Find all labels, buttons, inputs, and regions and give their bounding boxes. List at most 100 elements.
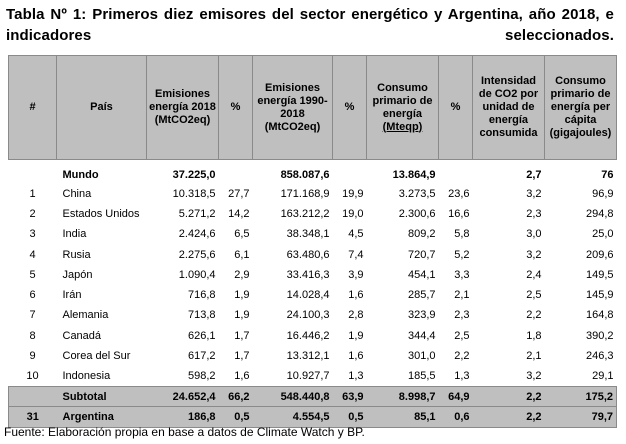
cell-emissions-1990-2018-pct: 2,8 [348,309,364,322]
cell-emissions-2018-pct: 14,2 [228,207,250,220]
title-line-2-left: indicadores [6,27,92,44]
cell-co2-intensity: 2,7 [526,168,542,181]
cell-emissions-1990-2018: 171.168,9 [280,187,330,200]
cell-co2-intensity: 2,3 [526,207,542,220]
cell-primary-consumption: 185,5 [407,370,436,383]
cell-emissions-1990-2018-pct: 1,9 [348,329,364,342]
cell-primary-consumption-pct: 64,9 [438,385,473,408]
cell-emissions-1990-2018: 33.416,3 [286,268,330,281]
cell-emissions-2018-pct: 1,9 [234,289,250,302]
cell-emissions-1990-2018: 163.212,2 [280,207,330,220]
cell-co2-intensity: 2,4 [526,268,542,281]
cell-primary-consumption: 809,2 [407,228,436,241]
cell-emissions-2018: 2.275,6 [178,248,216,261]
cell-primary-consumption: 323,9 [407,309,436,322]
cell-rank: 5 [29,268,36,281]
cell-per-capita-consumption: 25,0 [592,228,614,241]
cell-primary-consumption: 3.273,5 [398,187,436,200]
cell-country: China [62,187,92,200]
cell-emissions-2018: 713,8 [187,309,216,322]
cell-emissions-1990-2018-pct: 1,3 [348,370,364,383]
cell-country: Canadá [62,329,102,342]
cell-emissions-2018-pct: 27,7 [228,187,250,200]
cell-emissions-2018-pct: 0,5 [218,406,253,428]
header-rank: # [8,55,57,160]
cell-per-capita-consumption: 79,7 [544,406,617,428]
cell-primary-consumption-pct: 16,6 [448,207,470,220]
header-country: País [56,55,147,160]
cell-primary-consumption: 8.998,7 [366,385,439,408]
cell-per-capita-consumption: 246,3 [585,350,614,363]
world-row: Mundo 37.225,0 858.087,6 13.864,9 2,7 76 [9,160,617,184]
table-row: 7 Alemania 713,8 1,9 24.100,3 2,8 323,9 2,3 2,2 1… [9,305,617,325]
cell-country: Alemania [62,309,109,322]
cell-co2-intensity: 3,0 [526,228,542,241]
cell-rank: 2 [29,207,36,220]
cell-emissions-1990-2018-pct: 3,9 [348,268,364,281]
cell-co2-intensity: 1,8 [526,329,542,342]
cell-emissions-2018: 2.424,6 [178,228,216,241]
header-emissions-1990-2018-pct: % [332,55,367,160]
header-primary-consumption-pct: % [438,55,473,160]
cell-primary-consumption-pct: 2,5 [454,329,470,342]
table-row: 10 Indonesia 598,2 1,6 10.927,7 1,3 185,5 1,3 3,… [9,366,617,386]
cell-per-capita-consumption: 390,2 [585,329,614,342]
cell-primary-consumption-pct: 3,3 [454,268,470,281]
cell-emissions-2018-pct: 1,7 [234,329,250,342]
subtotal-row: Subtotal 24.652,4 66,2 548.440,8 63,9 8.998,7… [8,385,617,408]
cell-primary-consumption: 285,7 [407,289,436,302]
cell-emissions-1990-2018: 16.446,2 [286,329,330,342]
cell-emissions-1990-2018: 858.087,6 [280,168,330,181]
cell-primary-consumption: 344,4 [407,329,436,342]
cell-emissions-1990-2018-pct: 63,9 [332,385,367,408]
cell-primary-consumption-pct [439,160,473,184]
cell-emissions-2018: 10.318,5 [172,187,216,200]
title-line-2: indicadores seleccionados. [6,25,614,46]
cell-per-capita-consumption: 164,8 [585,309,614,322]
cell-country: India [62,228,87,241]
cell-rank [8,385,57,408]
cell-per-capita-consumption: 209,6 [585,248,614,261]
cell-country: Rusia [62,248,91,261]
cell-emissions-2018: 1.090,4 [178,268,216,281]
cell-emissions-1990-2018-pct: 19,0 [342,207,364,220]
cell-primary-consumption-pct: 0,6 [438,406,473,428]
header-emissions-2018: Emisiones energía 2018 (MtCO2eq) [146,55,219,160]
header-emissions-1990-2018: Emisiones energía 1990-2018 (MtCO2eq) [252,55,333,160]
cell-primary-consumption: 85,1 [366,406,439,428]
cell-emissions-2018: 626,1 [187,329,216,342]
cell-per-capita-consumption: 96,9 [592,187,614,200]
table-row: 2 Estados Unidos 5.271,2 14,2 163.212,2 19,0 2… [9,204,617,224]
cell-country: Mundo [62,168,99,181]
cell-rank: 4 [29,248,36,261]
cell-co2-intensity: 3,2 [526,187,542,200]
cell-emissions-1990-2018: 24.100,3 [286,309,330,322]
cell-rank [9,160,57,184]
table-row: 9 Corea del Sur 617,2 1,7 13.312,1 1,6 301,0 2,… [9,346,617,366]
cell-primary-consumption: 13.864,9 [392,168,436,181]
cell-co2-intensity: 2,5 [526,289,542,302]
cell-primary-consumption-pct: 2,1 [454,289,470,302]
cell-rank: 31 [8,406,57,428]
cell-emissions-1990-2018: 4.554,5 [252,406,333,428]
header-emissions-2018-pct: % [218,55,253,160]
cell-country: Corea del Sur [62,350,131,363]
cell-emissions-2018-pct [219,160,253,184]
cell-emissions-2018: 716,8 [187,289,216,302]
cell-co2-intensity: 2,2 [472,385,545,408]
cell-emissions-1990-2018: 548.440,8 [252,385,333,408]
header-per-capita-consumption: Consumo primario de energía per cápita (… [544,55,617,160]
cell-rank: 8 [29,329,36,342]
cell-per-capita-consumption: 175,2 [544,385,617,408]
source-footnote: Fuente: Elaboración propia en base a dat… [4,425,365,439]
cell-emissions-1990-2018-pct: 4,5 [348,228,364,241]
cell-emissions-2018-pct: 6,1 [234,248,250,261]
cell-emissions-2018: 37.225,0 [172,168,216,181]
cell-emissions-2018: 598,2 [187,370,216,383]
cell-emissions-1990-2018: 13.312,1 [286,350,330,363]
cell-primary-consumption-pct: 2,2 [454,350,470,363]
table-row: 4 Rusia 2.275,6 6,1 63.480,6 7,4 720,7 5,2 3,2 20… [9,244,617,264]
cell-emissions-1990-2018: 14.028,4 [286,289,330,302]
cell-per-capita-consumption: 76 [601,168,614,181]
cell-emissions-2018: 5.271,2 [178,207,216,220]
